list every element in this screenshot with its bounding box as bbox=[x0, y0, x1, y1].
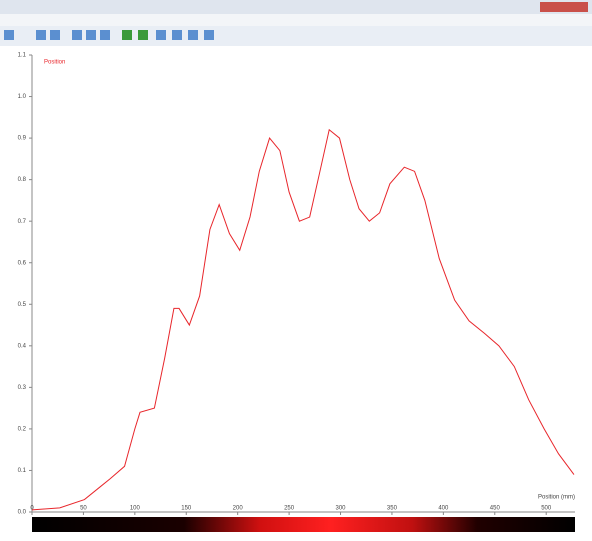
color-bar bbox=[32, 517, 575, 532]
x-tick-label: 400 bbox=[438, 506, 449, 512]
y-tick-label: 0.5 bbox=[18, 302, 27, 308]
x-axis-label: Position (mm) bbox=[538, 495, 575, 501]
x-tick-label: 150 bbox=[181, 506, 192, 512]
window: Position (mm) 0.0 0.1 0.2 0.3 0.4 0.5 0.6 0.7 0.… bbox=[0, 0, 592, 536]
x-tick-label: 0 bbox=[30, 506, 34, 512]
y-tick-label: 0.3 bbox=[18, 385, 27, 391]
y-tick-label: 0.4 bbox=[18, 343, 27, 349]
x-tick-label: 350 bbox=[387, 506, 398, 512]
legend-label: Position bbox=[44, 60, 65, 66]
x-tick-label: 100 bbox=[130, 506, 141, 512]
x-tick-label: 50 bbox=[80, 506, 87, 512]
page: {"chart_data": {"type": "line", "x_label… bbox=[0, 0, 592, 536]
y-tick-label: 0.9 bbox=[18, 136, 27, 142]
y-tick-label: 0.1 bbox=[18, 468, 27, 474]
y-tick-label: 0.0 bbox=[18, 510, 27, 516]
menu-bar bbox=[0, 14, 592, 26]
y-tick-label: 0.8 bbox=[18, 177, 27, 183]
y-tick-label: 0.2 bbox=[18, 426, 27, 432]
window-controls[interactable] bbox=[540, 2, 588, 12]
x-tick-label: 500 bbox=[541, 506, 552, 512]
x-tick-label: 450 bbox=[490, 506, 501, 512]
x-tick-label: 250 bbox=[284, 506, 295, 512]
x-tick-label: 200 bbox=[233, 506, 244, 512]
y-tick-label: 1.0 bbox=[18, 94, 27, 100]
data-line bbox=[32, 130, 574, 510]
x-tick-label: 300 bbox=[336, 506, 347, 512]
y-tick-label: 1.1 bbox=[18, 53, 27, 59]
y-tick-label: 0.7 bbox=[18, 219, 27, 225]
y-tick-label: 0.6 bbox=[18, 260, 27, 266]
title-bar bbox=[0, 0, 592, 14]
